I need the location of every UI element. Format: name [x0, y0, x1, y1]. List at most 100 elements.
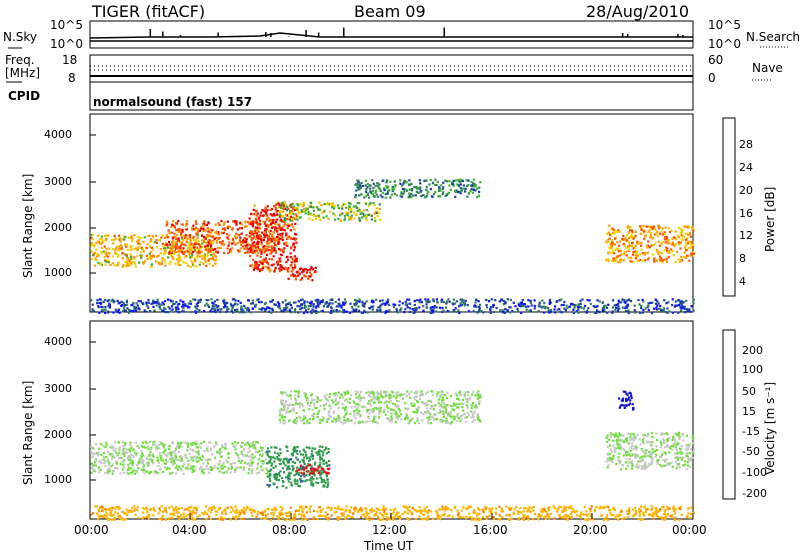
data-cell [296, 208, 299, 211]
data-cell [654, 228, 657, 231]
data-cell [649, 441, 652, 444]
data-cell [279, 219, 282, 222]
vel-cb-tick-m15: -15 [742, 425, 760, 438]
data-cell [151, 460, 154, 463]
data-cell [205, 459, 209, 462]
data-cell [105, 455, 108, 459]
data-cell [514, 305, 517, 308]
data-cell [303, 302, 306, 305]
data-cell [122, 463, 125, 466]
data-cell [268, 219, 271, 222]
data-cell [641, 298, 644, 301]
data-cell [361, 405, 364, 408]
data-cell [184, 453, 187, 456]
data-cell [107, 458, 110, 461]
data-cell [103, 259, 107, 262]
data-cell [356, 184, 359, 187]
data-cell [152, 305, 155, 308]
data-cell [679, 247, 682, 250]
data-cell [247, 462, 250, 465]
data-cell [615, 439, 618, 442]
data-cell [220, 455, 223, 459]
data-cell [622, 434, 625, 437]
data-cell [632, 439, 635, 442]
data-cell [304, 480, 307, 483]
data-cell [622, 238, 625, 242]
data-cell [452, 298, 455, 301]
data-cell [291, 202, 294, 206]
data-cell [527, 305, 530, 308]
data-cell [527, 299, 530, 302]
data-cell [569, 303, 573, 306]
data-cell [159, 252, 162, 255]
data-cell [216, 251, 220, 254]
data-cell [181, 243, 184, 246]
data-cell [254, 446, 257, 450]
data-cell [655, 432, 658, 435]
data-cell [232, 240, 236, 243]
data-cell [289, 236, 292, 239]
data-cell [131, 464, 135, 467]
data-cell [143, 309, 146, 312]
data-cell [107, 255, 110, 258]
data-cell [166, 460, 169, 463]
data-cell [265, 260, 268, 263]
data-cell [200, 442, 203, 445]
data-cell [181, 305, 184, 308]
data-cell [295, 456, 298, 459]
data-cell [257, 458, 261, 461]
data-cell [281, 401, 284, 404]
data-cell [376, 195, 379, 198]
data-cell [247, 307, 250, 310]
data-cell [661, 252, 664, 255]
data-cell [264, 458, 267, 461]
data-cell [219, 453, 222, 456]
data-cell [261, 268, 264, 271]
data-cell [664, 226, 667, 229]
data-cell [210, 307, 214, 310]
data-cell [608, 224, 611, 227]
data-cell [294, 397, 297, 400]
data-cell [437, 391, 440, 394]
data-cell [124, 447, 127, 450]
data-cell [191, 253, 194, 257]
data-cell [173, 252, 176, 255]
data-cell [627, 461, 630, 464]
data-cell [687, 225, 690, 228]
data-cell [406, 189, 409, 192]
data-cell [477, 418, 480, 421]
data-cell [113, 234, 116, 237]
data-cell [267, 455, 270, 458]
data-cell [289, 203, 292, 206]
data-cell [264, 265, 267, 269]
data-cell [568, 305, 571, 308]
data-cell [210, 466, 213, 469]
data-cell [127, 236, 130, 239]
data-cell [660, 230, 663, 233]
data-cell [621, 298, 624, 301]
data-cell [293, 404, 296, 407]
data-cell [558, 308, 561, 311]
data-cell [405, 395, 408, 398]
data-cell [168, 251, 171, 254]
data-cell [192, 224, 195, 227]
data-cell [101, 309, 104, 312]
data-cell [308, 217, 311, 220]
data-cell [204, 248, 207, 251]
data-cell [266, 450, 269, 453]
data-cell [448, 184, 451, 187]
data-cell [199, 298, 202, 301]
data-cell [140, 462, 143, 465]
data-cell [647, 433, 650, 436]
data-cell [664, 241, 667, 244]
data-cell [175, 245, 178, 248]
data-cell [121, 265, 124, 268]
data-cell [222, 251, 226, 254]
data-cell [640, 459, 643, 463]
data-cell [216, 451, 219, 454]
data-cell [677, 241, 680, 244]
data-cell [455, 189, 458, 192]
data-cell [293, 390, 296, 393]
data-cell [639, 232, 642, 235]
data-cell [284, 308, 287, 311]
